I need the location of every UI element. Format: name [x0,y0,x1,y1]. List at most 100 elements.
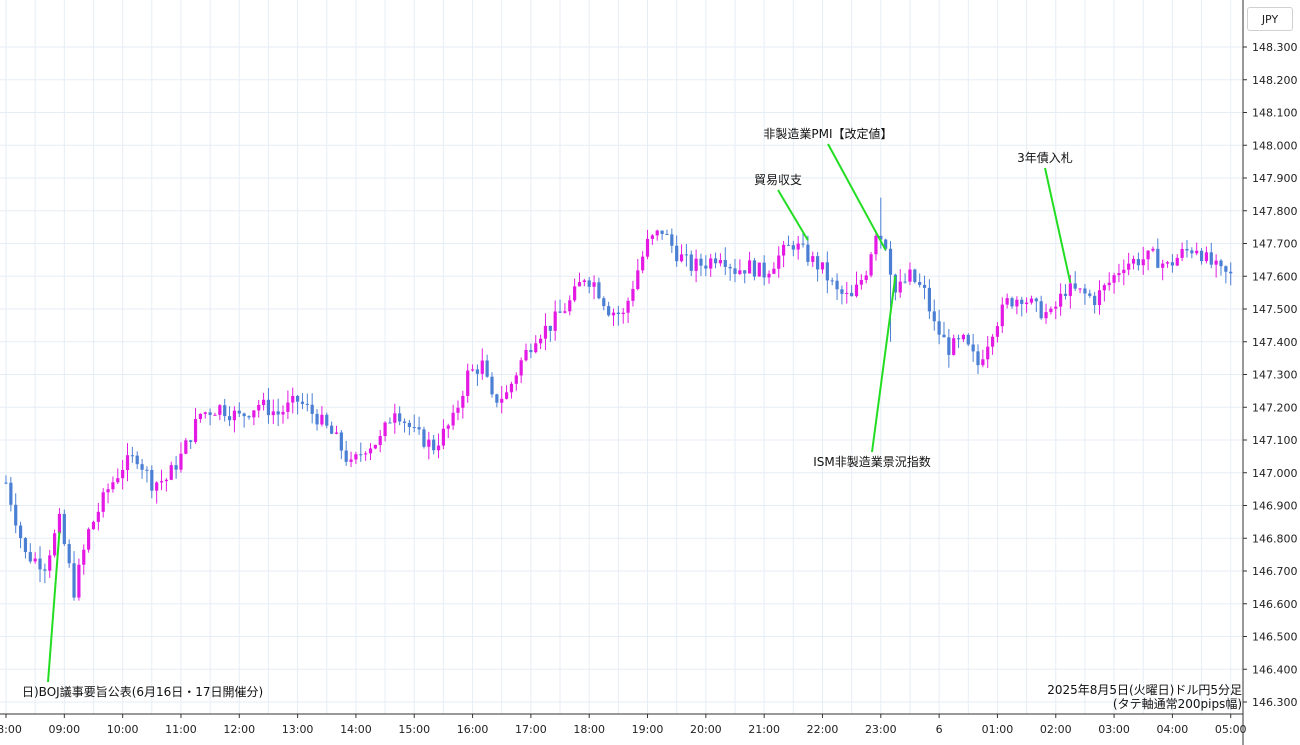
candle-body [927,287,931,312]
x-tick-label: 13:00 [282,723,314,736]
candle-body [276,411,280,415]
y-tick-label: 146.800 [1252,532,1298,545]
y-tick-label: 146.400 [1252,663,1298,676]
y-tick-label: 147.300 [1252,369,1298,382]
candle-body [864,275,868,281]
candle-body [752,260,757,277]
candle-body [130,455,134,457]
candle-body [777,255,781,269]
candle-body [121,469,125,479]
candle-body [747,260,752,274]
candle-body [995,326,1000,337]
y-tick-label: 148.100 [1252,107,1298,120]
candle-body [966,334,970,345]
x-tick-label: 22:00 [807,723,839,736]
candle-body [53,533,57,556]
x-tick-label: 23:00 [865,723,897,736]
candle-body [1131,258,1136,264]
candle-body [14,504,18,526]
candle-body [679,254,684,262]
candles-layer [4,197,1233,601]
candle-body [1088,293,1092,296]
candle-body [330,425,334,434]
candle-body [125,455,130,470]
candle-body [393,413,397,423]
candle-body [543,325,548,339]
candle-body [145,469,149,471]
candle-body [922,284,927,288]
candle-body [728,266,732,269]
x-tick-label: 08:00 [0,723,22,736]
candle-body [218,405,222,415]
candle-body [1199,250,1204,262]
candle-body [1020,299,1024,305]
candle-body [1195,250,1199,254]
candle-body [67,544,71,564]
candle-body [432,439,436,451]
candle-body [1102,285,1106,291]
candle-body [1175,257,1179,266]
candle-body [373,444,377,449]
candle-body [1093,295,1097,306]
candle-body [1039,301,1043,319]
candle-body [956,338,961,340]
annotation-label-bond: 3年債入札 [1017,150,1073,165]
y-tick-label: 148.200 [1252,74,1298,87]
candle-body [607,306,611,316]
candle-body [412,427,416,429]
candle-body [582,280,586,283]
x-tick-label: 04:00 [1157,723,1189,736]
candle-body [96,511,100,522]
candle-body [402,421,407,423]
candle-body [227,416,232,421]
candle-body [782,244,786,256]
x-tick-label: 05:00 [1215,723,1247,736]
y-tick-label: 147.700 [1252,238,1298,251]
candle-body [344,450,348,462]
candle-body [427,439,431,447]
x-tick-label: 03:00 [1098,723,1130,736]
candle-body [1204,252,1209,262]
candle-body [1229,271,1233,274]
candle-body [869,254,873,276]
candle-body [529,350,533,353]
candle-body [407,422,411,428]
candle-body [587,280,591,287]
candle-body [1000,304,1004,327]
candle-body [223,405,227,417]
candle-body [1161,263,1165,268]
candle-body [524,350,528,361]
candle-body [1015,299,1019,307]
candle-body [281,411,285,415]
candle-body [388,422,392,424]
candle-body [684,254,688,256]
candle-body [675,245,679,262]
candle-body [1224,266,1228,272]
candle-body [816,256,820,270]
x-tick-label: 19:00 [632,723,664,736]
y-tick-label: 146.900 [1252,500,1298,513]
annotation-label-pmi: 非製造業PMI【改定値】 [763,126,892,141]
candle-body [558,311,562,313]
candle-body [82,549,86,565]
candle-body [310,404,314,414]
candle-body [1054,306,1058,309]
candle-body [57,513,62,534]
candle-body [1117,273,1121,276]
candle-body [636,270,640,289]
x-tick-label: 09:00 [48,723,80,736]
candle-body [456,407,460,413]
candle-body [990,336,995,347]
candle-body [208,412,212,415]
candle-body [602,298,606,307]
candle-body [1068,283,1072,296]
candle-body [1112,275,1116,283]
candle-body [378,436,382,445]
candle-body [422,429,426,447]
candle-body [801,243,805,245]
currency-selector[interactable]: JPY [1247,7,1293,31]
candle-body [718,260,723,264]
annotation-label-trade: 貿易収支 [754,173,802,187]
annotation-line-pmi [827,143,887,251]
